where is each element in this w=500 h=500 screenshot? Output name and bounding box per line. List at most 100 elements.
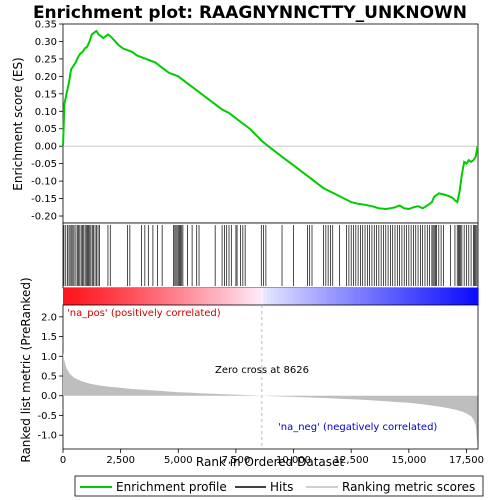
color-bar-segment xyxy=(208,288,213,305)
ranking-color-bar xyxy=(63,288,479,305)
color-bar-segment xyxy=(135,288,140,305)
color-bar-segment xyxy=(460,288,465,305)
color-bar-segment xyxy=(391,288,396,305)
color-bar-segment xyxy=(312,288,317,305)
color-bar-segment xyxy=(180,288,185,305)
color-bar-segment xyxy=(194,288,199,305)
color-bar-segment xyxy=(318,288,323,305)
color-bar-segment xyxy=(111,288,116,305)
es-y-tick-label: -0.10 xyxy=(31,177,57,188)
color-bar-segment xyxy=(270,288,275,305)
color-bar-segment xyxy=(76,288,81,305)
color-bar-segment xyxy=(97,288,102,305)
color-bar-segment xyxy=(211,288,216,305)
x-tick-label: 15,000 xyxy=(391,455,426,466)
color-bar-segment xyxy=(83,288,88,305)
color-bar-segment xyxy=(408,288,413,305)
legend-metric-label: Ranking metric scores xyxy=(342,480,475,494)
color-bar-segment xyxy=(395,288,400,305)
metric-panel xyxy=(62,304,479,450)
color-bar-segment xyxy=(336,288,341,305)
color-bar-segment xyxy=(163,288,168,305)
metric-y-tick-label: 0.5 xyxy=(41,372,57,383)
color-bar-segment xyxy=(63,288,68,305)
color-bar-segment xyxy=(426,288,431,305)
color-bar-segment xyxy=(215,288,220,305)
color-bar-segment xyxy=(239,288,244,305)
color-bar-segment xyxy=(156,288,161,305)
color-bar-segment xyxy=(222,288,227,305)
metric-y-tick-label: -1.0 xyxy=(37,431,57,442)
es-y-tick-label: -0.05 xyxy=(31,159,57,170)
x-tick-label: 12,500 xyxy=(334,455,369,466)
color-bar-segment xyxy=(377,288,382,305)
color-bar-segment xyxy=(118,288,123,305)
color-bar-segment xyxy=(384,288,389,305)
legend-profile-label: Enrichment profile xyxy=(116,480,227,494)
color-bar-segment xyxy=(388,288,393,305)
color-bar-segment xyxy=(114,288,119,305)
color-bar-segment xyxy=(332,288,337,305)
color-bar-segment xyxy=(367,288,372,305)
color-bar-segment xyxy=(457,288,462,305)
color-bar-segment xyxy=(260,288,265,305)
color-bar-segment xyxy=(284,288,289,305)
color-bar-segment xyxy=(471,288,476,305)
color-bar-segment xyxy=(273,288,279,305)
color-bar-segment xyxy=(204,288,209,305)
chart-title: Enrichment plot: RAAGNYNNCTTY_UNKNOWN xyxy=(33,3,467,23)
enrichment-profile-line xyxy=(62,29,479,211)
color-bar-segment xyxy=(80,288,85,305)
es-y-tick-label: 0.00 xyxy=(35,142,57,153)
color-bar-segment xyxy=(436,288,441,305)
color-bar-segment xyxy=(343,288,348,305)
color-bar-segment xyxy=(398,288,403,305)
color-bar-segment xyxy=(229,288,234,305)
neg-annotation: 'na_neg' (negatively correlated) xyxy=(278,422,437,433)
es-y-tick-label: 0.20 xyxy=(35,72,57,83)
color-bar-segment xyxy=(346,288,351,305)
legend-hits-label: Hits xyxy=(270,480,293,494)
color-bar-segment xyxy=(339,288,344,305)
color-bar-segment xyxy=(453,288,458,305)
color-bar-segment xyxy=(464,288,469,305)
color-bar-segment xyxy=(467,288,472,305)
color-bar-segment xyxy=(315,288,320,305)
color-bar-segment xyxy=(291,288,296,305)
color-bar-segment xyxy=(125,288,130,305)
color-bar-segment xyxy=(263,288,268,305)
color-bar-segment xyxy=(201,288,206,305)
color-bar-segment xyxy=(446,288,451,305)
es-y-axis: 0.35 0.30 0.25 0.20 0.15 0.10 0.05 0.00 -0.05 -0.… xyxy=(31,20,63,223)
color-bar-segment xyxy=(401,288,406,305)
x-tick-label: 10,000 xyxy=(276,455,311,466)
color-bar-segment xyxy=(412,288,417,305)
color-bar-segment xyxy=(305,288,310,305)
x-axis: 0 2,500 5,000 7,500 10,000 12,500 15,000 17,500 xyxy=(60,449,484,466)
color-bar-segment xyxy=(350,288,355,305)
color-bar-segment xyxy=(353,288,358,305)
metric-y-tick-label: 1.0 xyxy=(41,352,57,363)
color-bar-segment xyxy=(69,288,74,305)
color-bar-segment xyxy=(152,288,157,305)
color-bar-segment xyxy=(439,288,445,305)
es-y-tick-label: 0.15 xyxy=(35,89,57,100)
color-bar-segment xyxy=(256,288,261,305)
color-bar-segment xyxy=(177,288,182,305)
es-y-tick-label: 0.30 xyxy=(35,37,57,48)
color-bar-segment xyxy=(287,288,292,305)
color-bar-segment xyxy=(246,288,251,305)
legend xyxy=(74,475,484,497)
color-bar-segment xyxy=(433,288,438,305)
color-bar-segment xyxy=(225,288,230,305)
color-bar-segment xyxy=(101,288,106,305)
color-bar-segment xyxy=(159,288,164,305)
color-bar-segment xyxy=(190,288,196,305)
color-bar-segment xyxy=(242,288,247,305)
color-bar-segment xyxy=(132,288,137,305)
x-tick-label: 0 xyxy=(60,455,66,466)
color-bar-segment xyxy=(308,288,313,305)
x-tick-label: 7,500 xyxy=(222,455,251,466)
color-bar-segment xyxy=(87,288,92,305)
color-bar-segment xyxy=(139,288,144,305)
